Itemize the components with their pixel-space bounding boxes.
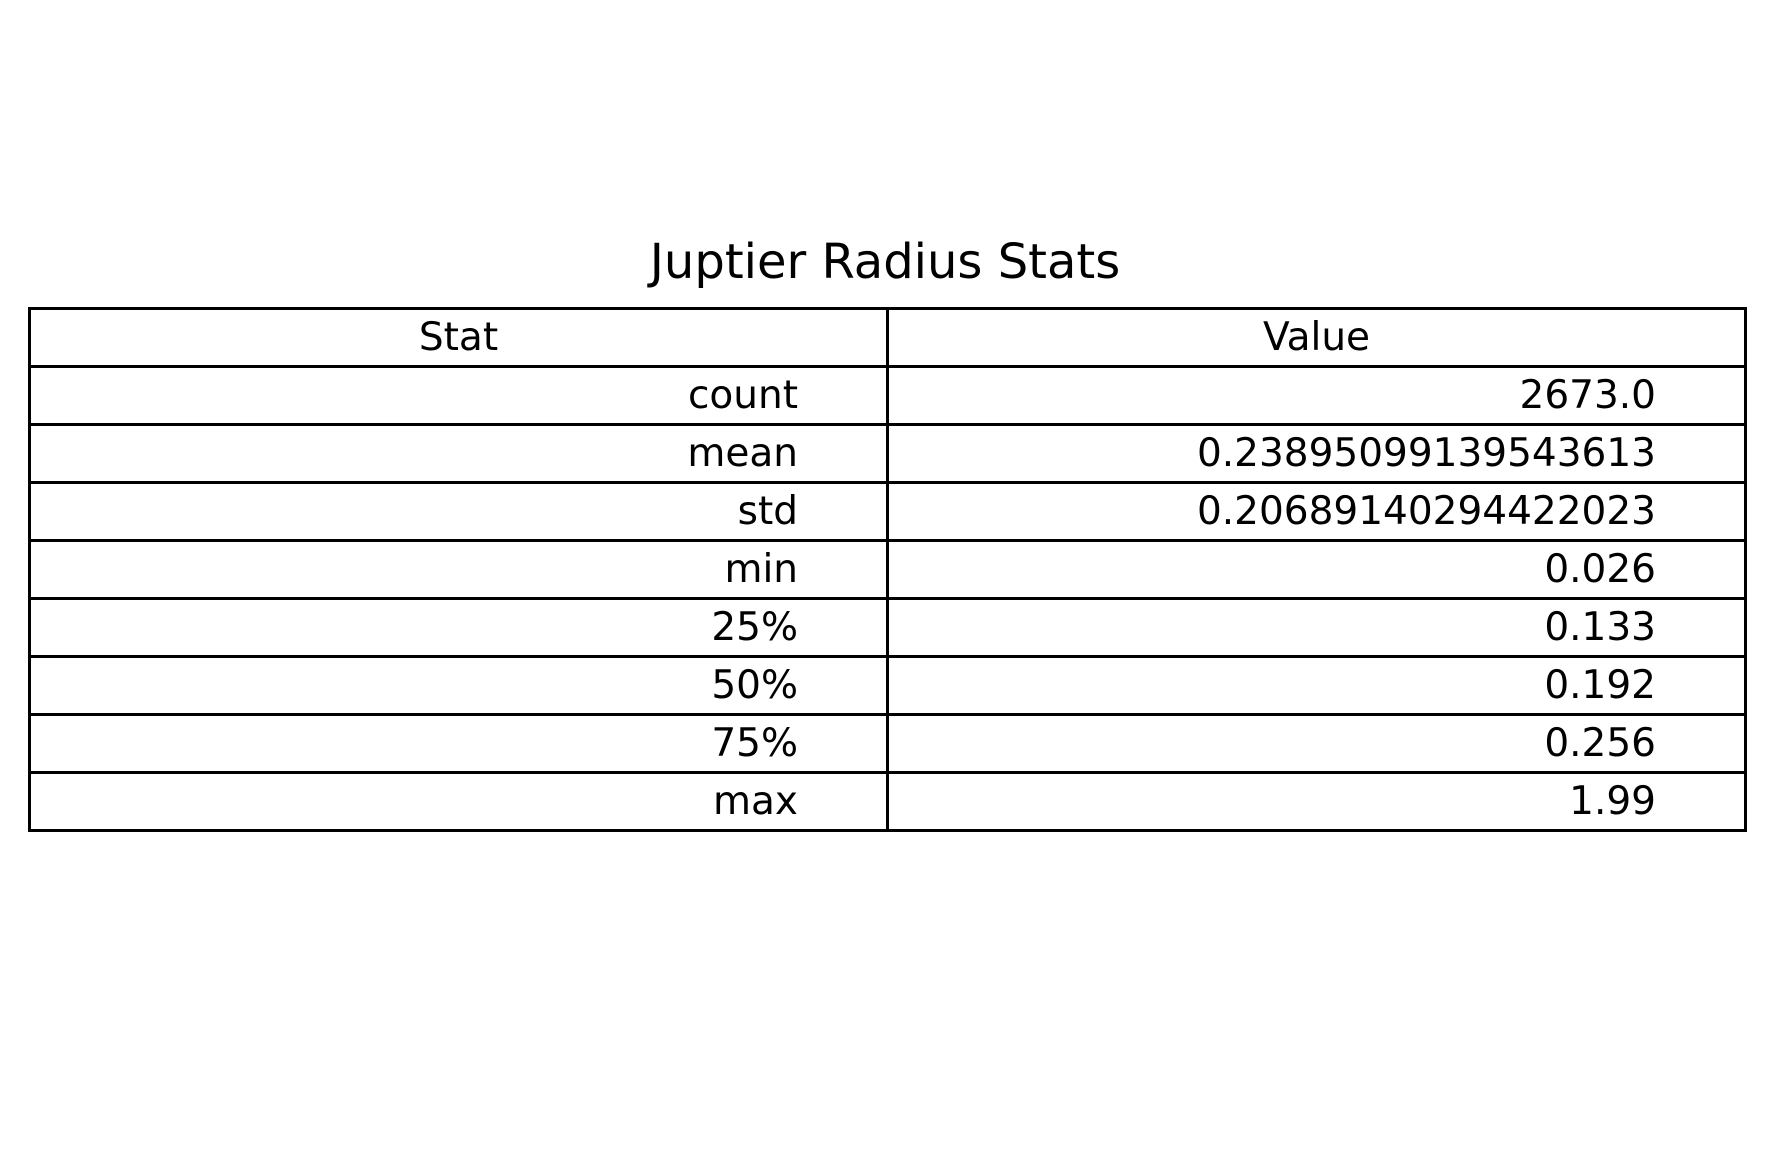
stats-table: Stat Value count 2673.0 mean 0.238950991… xyxy=(28,307,1747,832)
value-cell: 0.23895099139543613 xyxy=(886,423,1747,484)
value-cell: 0.133 xyxy=(886,597,1747,658)
stat-cell: 75% xyxy=(28,713,889,774)
stat-cell: count xyxy=(28,365,889,426)
value-cell: 0.026 xyxy=(886,539,1747,600)
stat-cell: 50% xyxy=(28,655,889,716)
table-row: 50% 0.192 xyxy=(28,655,1747,716)
value-cell: 2673.0 xyxy=(886,365,1747,426)
value-cell: 0.192 xyxy=(886,655,1747,716)
stat-cell: 25% xyxy=(28,597,889,658)
stat-cell: max xyxy=(28,771,889,832)
table-row: count 2673.0 xyxy=(28,365,1747,426)
value-cell: 0.256 xyxy=(886,713,1747,774)
table-header-row: Stat Value xyxy=(28,307,1747,368)
table-row: mean 0.23895099139543613 xyxy=(28,423,1747,484)
chart-title: Juptier Radius Stats xyxy=(649,234,1121,290)
column-header-stat: Stat xyxy=(28,307,889,368)
table-row: std 0.20689140294422023 xyxy=(28,481,1747,542)
table-row: min 0.026 xyxy=(28,539,1747,600)
table-row: max 1.99 xyxy=(28,771,1747,832)
value-cell: 0.20689140294422023 xyxy=(886,481,1747,542)
stat-cell: mean xyxy=(28,423,889,484)
stat-cell: std xyxy=(28,481,889,542)
column-header-value: Value xyxy=(886,307,1747,368)
stat-cell: min xyxy=(28,539,889,600)
value-cell: 1.99 xyxy=(886,771,1747,832)
table-row: 25% 0.133 xyxy=(28,597,1747,658)
table-row: 75% 0.256 xyxy=(28,713,1747,774)
